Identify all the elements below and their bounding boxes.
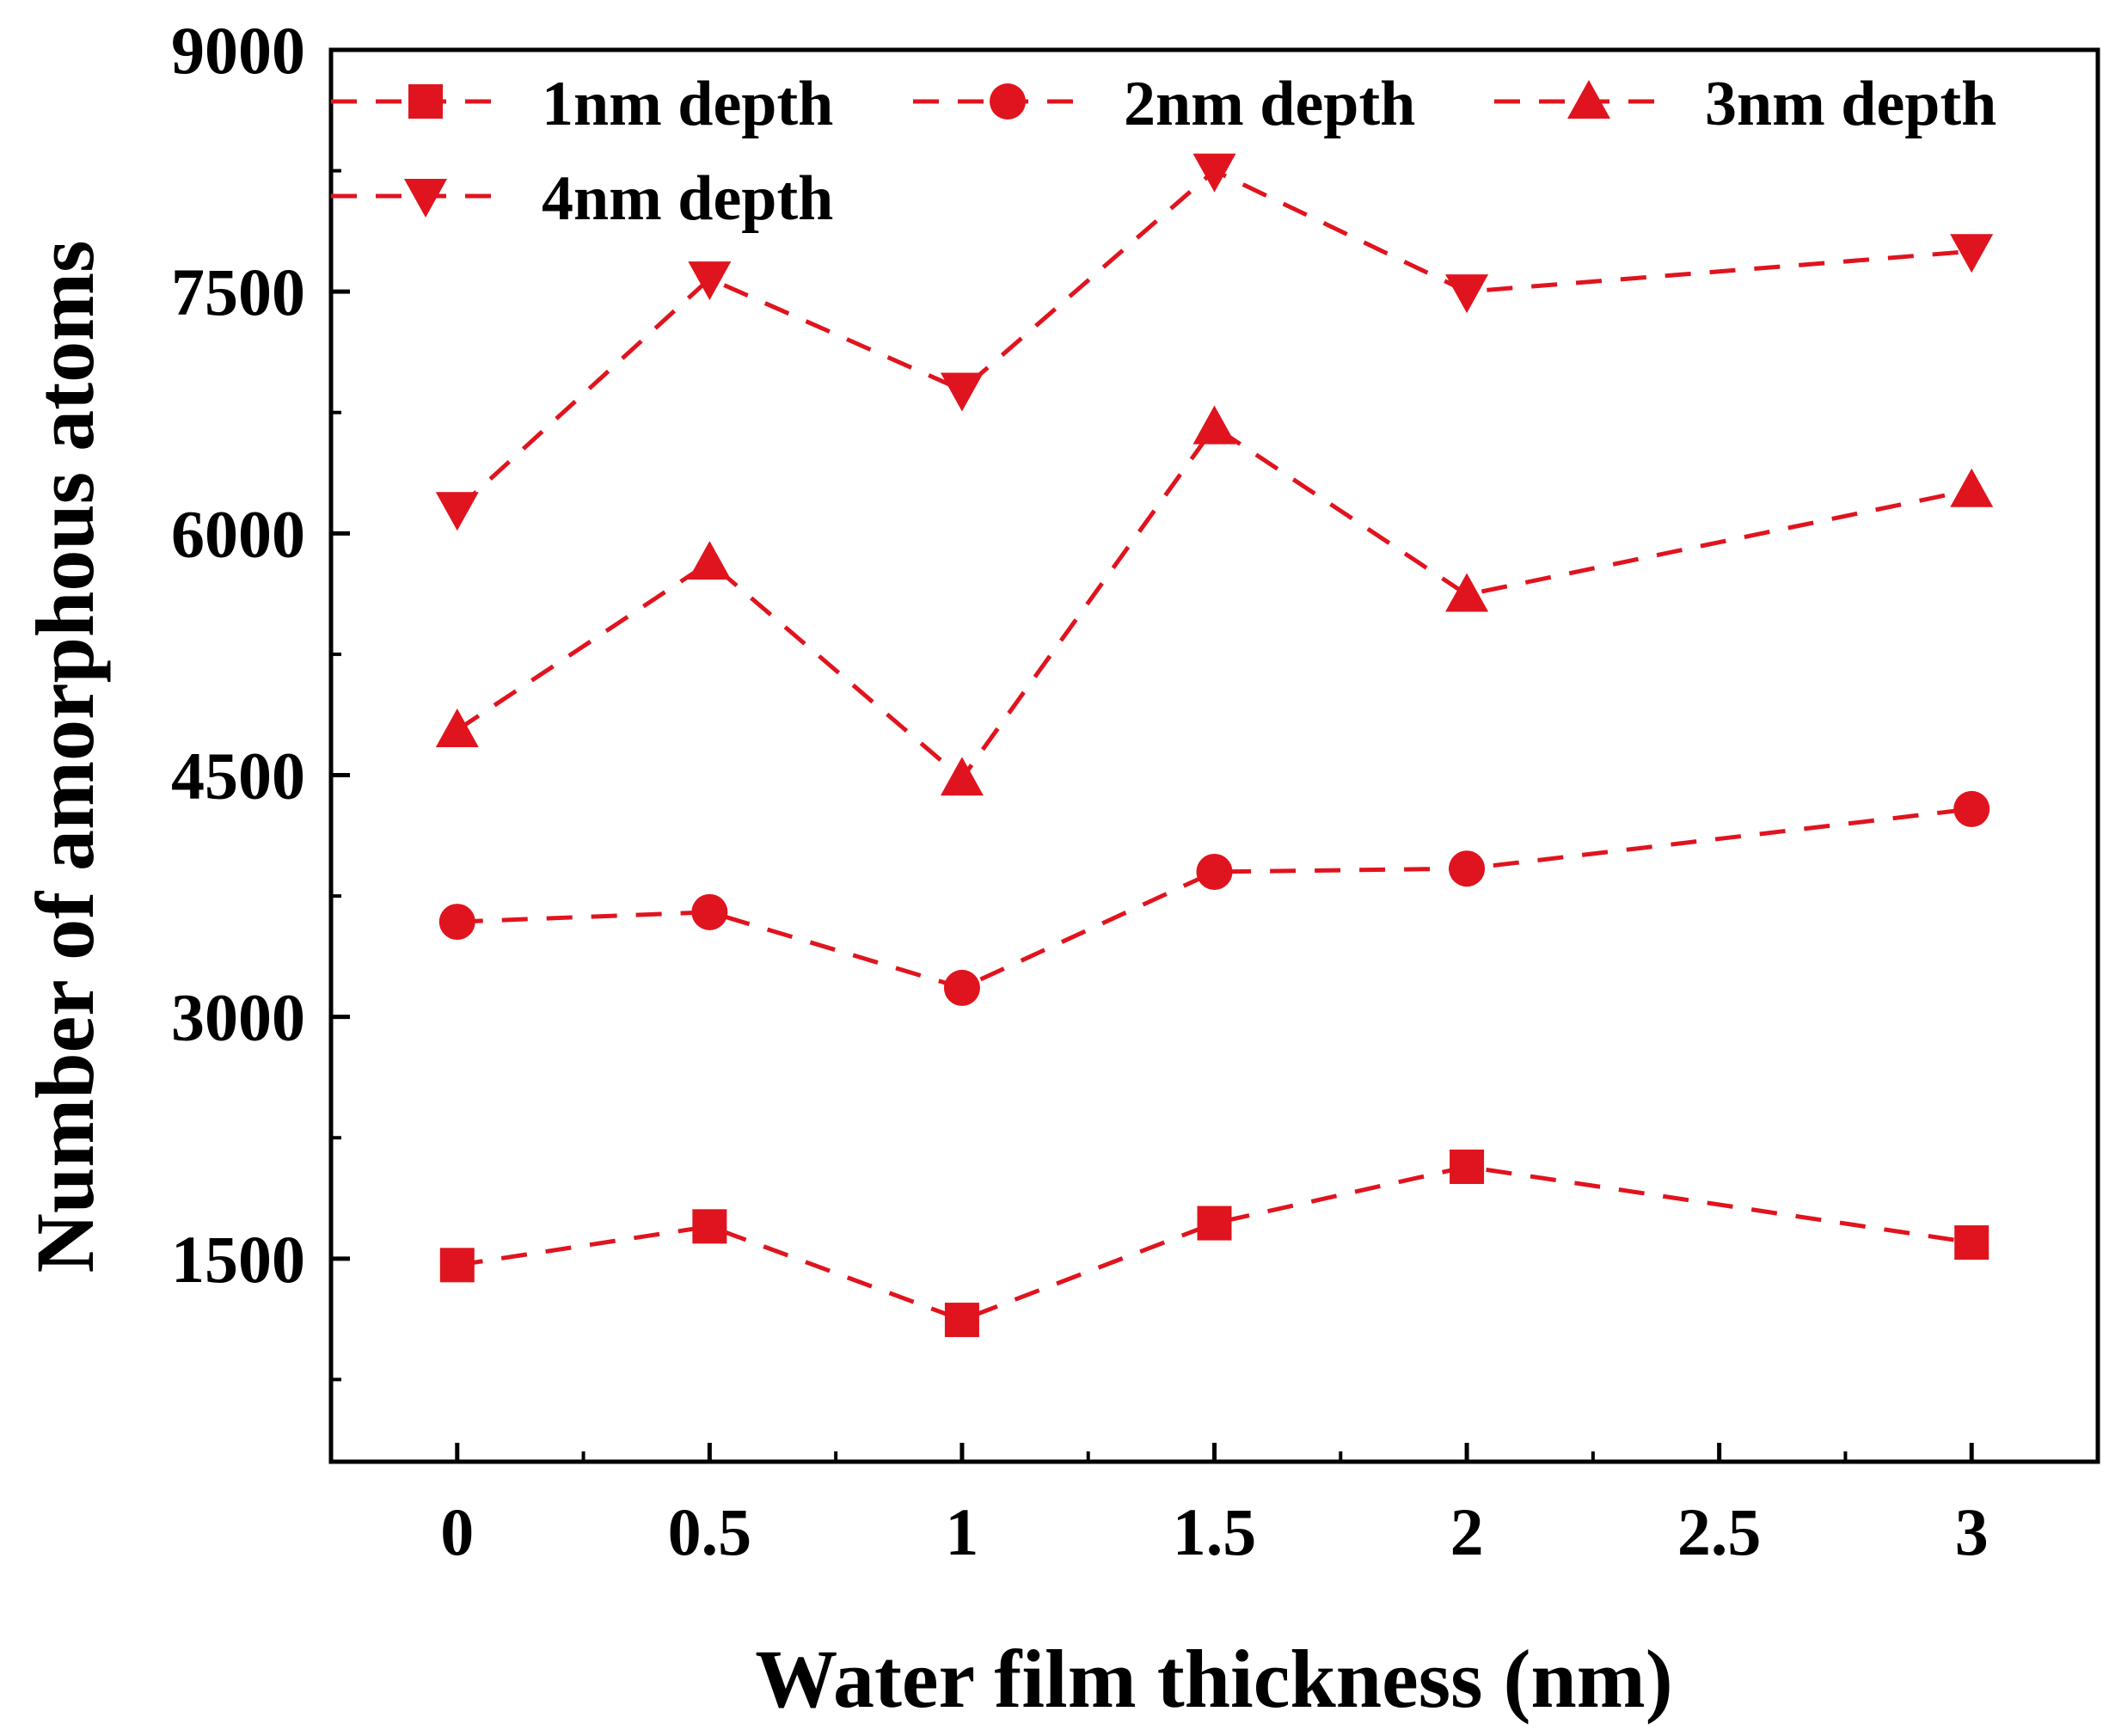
- series-line-1: [457, 1164, 1972, 1322]
- data-point-series-1: [439, 1248, 475, 1283]
- data-point-series-2: [1953, 790, 1990, 827]
- y-tick-label: 4500: [171, 738, 305, 813]
- data-point-series-1: [1954, 1225, 1989, 1261]
- data-point-series-2: [691, 893, 728, 930]
- series-line-3: [456, 424, 1972, 782]
- legend-label: 3nm depth: [1705, 69, 1996, 139]
- x-tick-label: 1: [945, 1494, 978, 1569]
- legend-label: 1nm depth: [542, 69, 833, 139]
- legend-marker: [990, 83, 1026, 120]
- data-point-series-3: [1950, 468, 1994, 507]
- plot-frame: [328, 47, 2100, 1464]
- data-point-series-4: [688, 261, 732, 301]
- y-tick-label: 6000: [171, 496, 305, 571]
- legend-label: 4nm depth: [542, 163, 833, 234]
- y-tick-label: 1500: [171, 1222, 305, 1297]
- series-lines: [456, 168, 1972, 1322]
- x-tick-label: 2.5: [1677, 1494, 1762, 1569]
- data-point-series-1: [944, 1303, 979, 1338]
- legend-label: 2nm depth: [1124, 69, 1415, 139]
- series-line-2: [457, 807, 1972, 991]
- y-axis-tick-labels: 1500 3000 4500 6000 7500 9000: [171, 13, 305, 1297]
- data-point-series-3: [1192, 405, 1236, 445]
- x-axis-tick-labels: 0 0.5 1 1.5 2 2.5 3: [440, 1494, 1988, 1569]
- y-axis-label: Number of amorphous atoms: [19, 241, 111, 1273]
- data-point-series-3: [688, 541, 732, 580]
- data-point-series-3: [940, 757, 984, 796]
- x-tick-label: 1.5: [1173, 1494, 1257, 1569]
- legend-marker: [404, 179, 447, 218]
- data-point-series-3: [1445, 573, 1489, 612]
- data-point-series-3: [435, 709, 479, 748]
- x-tick-label: 0.5: [668, 1494, 752, 1569]
- x-tick-label: 3: [1955, 1494, 1989, 1569]
- data-point-series-4: [435, 492, 479, 531]
- legend: 1nm depth 2nm depth 3nm depth 4nm depth: [331, 69, 1996, 234]
- data-point-series-2: [943, 969, 980, 1006]
- y-tick-label: 9000: [171, 13, 305, 88]
- data-point-series-2: [1196, 853, 1233, 890]
- data-point-series-1: [692, 1209, 727, 1244]
- y-tick-label: 7500: [171, 255, 305, 329]
- series-markers: [435, 153, 1994, 1338]
- data-point-series-4: [940, 372, 984, 412]
- data-point-series-4: [1445, 274, 1489, 314]
- x-tick-label: 2: [1450, 1494, 1484, 1569]
- data-point-series-2: [1449, 850, 1486, 887]
- y-axis-ticks: [331, 47, 350, 1382]
- series-line-4: [456, 168, 1972, 512]
- x-axis-ticks: [455, 1443, 1974, 1462]
- x-axis-label: Water film thickness (nm): [755, 1633, 1672, 1725]
- legend-marker: [1567, 80, 1610, 119]
- x-tick-label: 0: [440, 1494, 474, 1569]
- legend-marker: [408, 84, 443, 119]
- y-tick-label: 3000: [171, 980, 305, 1055]
- data-point-series-4: [1950, 234, 1994, 273]
- data-point-series-1: [1450, 1149, 1485, 1184]
- data-point-series-4: [1192, 153, 1236, 193]
- data-point-series-2: [438, 904, 475, 941]
- data-point-series-1: [1197, 1205, 1232, 1241]
